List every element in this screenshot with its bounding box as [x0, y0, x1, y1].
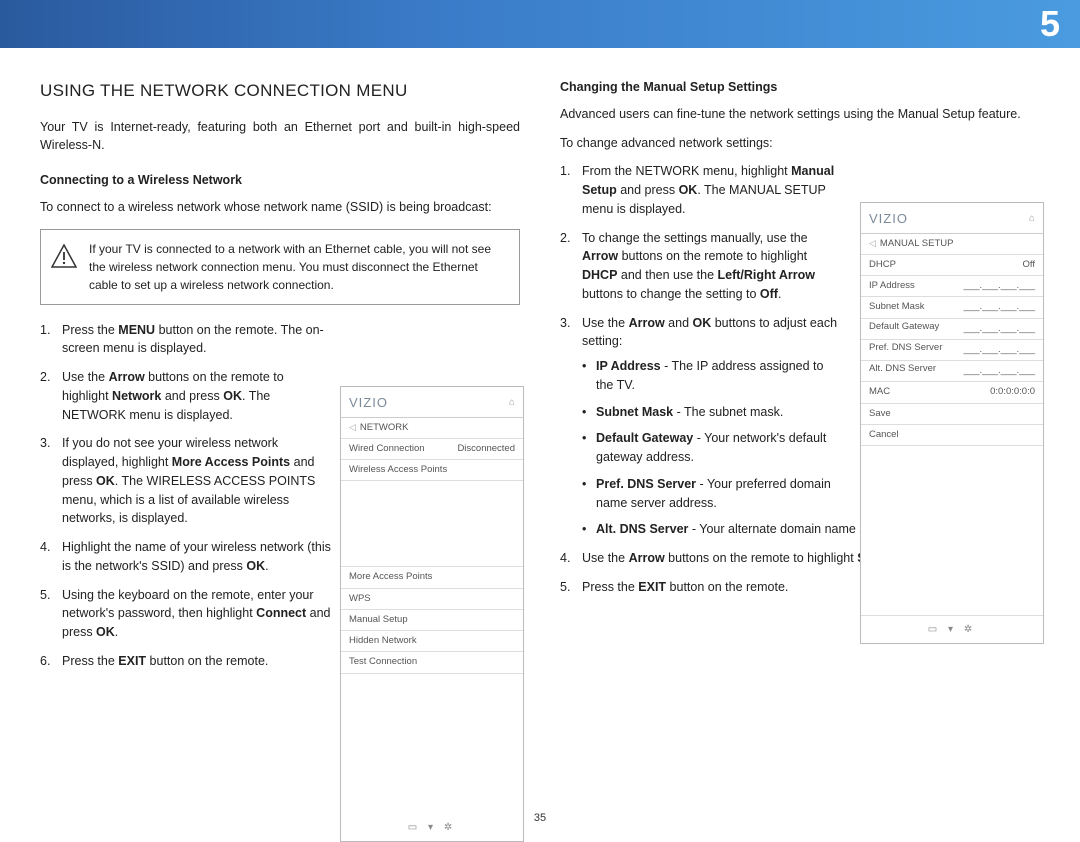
row-save: Save	[861, 404, 1043, 425]
row-gateway: Default Gateway___.___.___.___	[861, 319, 1043, 340]
section-title: USING THE NETWORK CONNECTION MENU	[40, 78, 520, 104]
row-cancel: Cancel	[861, 425, 1043, 446]
right-column: Changing the Manual Setup Settings Advan…	[560, 78, 1040, 681]
network-menu-mock: VIZIO ⌂ ◁ NETWORK Wired ConnectionDiscon…	[340, 386, 524, 842]
left-para2: To connect to a wireless network whose n…	[40, 198, 520, 217]
row-altdns: Alt. DNS Server___.___.___.___	[861, 361, 1043, 382]
menu-empty-area	[341, 481, 523, 567]
row-dhcp: DHCPOff	[861, 255, 1043, 276]
menu2-header: VIZIO ⌂	[861, 203, 1043, 234]
warning-icon	[51, 244, 77, 268]
chapter-number: 5	[1040, 3, 1060, 45]
left-subtitle: Connecting to a Wireless Network	[40, 171, 520, 190]
row-mac: MAC0:0:0:0:0:0	[861, 382, 1043, 403]
back-arrow-icon: ◁	[869, 237, 876, 251]
menu2-footer-icons: ▭ ▾ ✲	[861, 616, 1043, 643]
right-subtitle: Changing the Manual Setup Settings	[560, 78, 1040, 97]
menu-row-wap: Wireless Access Points	[341, 460, 523, 481]
intro-text: Your TV is Internet-ready, featuring bot…	[40, 118, 520, 156]
row-ip: IP Address___.___.___.___	[861, 276, 1043, 297]
home-icon: ⌂	[509, 395, 515, 410]
menu2-brand: VIZIO	[869, 209, 908, 229]
left-column: USING THE NETWORK CONNECTION MENU Your T…	[40, 78, 520, 681]
menu2-breadcrumb: ◁ MANUAL SETUP	[861, 234, 1043, 255]
home-icon: ⌂	[1029, 211, 1035, 226]
menu-spacer	[341, 674, 523, 814]
step-1: Press the MENU button on the remote. The…	[40, 321, 520, 359]
warning-box: If your TV is connected to a network wit…	[40, 229, 520, 305]
page-number: 35	[534, 812, 546, 824]
menu-title: NETWORK	[360, 421, 409, 435]
row-subnet: Subnet Mask___.___.___.___	[861, 297, 1043, 318]
menu2-title: MANUAL SETUP	[880, 237, 954, 251]
content-area: USING THE NETWORK CONNECTION MENU Your T…	[0, 48, 1080, 681]
menu2-spacer	[861, 446, 1043, 616]
right-para1: Advanced users can fine-tune the network…	[560, 105, 1040, 124]
menu-row-wps: WPS	[341, 589, 523, 610]
menu-breadcrumb: ◁ NETWORK	[341, 418, 523, 439]
menu-row-hidden: Hidden Network	[341, 631, 523, 652]
back-arrow-icon: ◁	[349, 421, 356, 435]
menu-brand: VIZIO	[349, 393, 388, 413]
menu-footer-icons: ▭ ▾ ✲	[341, 814, 523, 841]
menu-row-test: Test Connection	[341, 652, 523, 673]
menu-header: VIZIO ⌂	[341, 387, 523, 418]
menu-row-wired: Wired ConnectionDisconnected	[341, 439, 523, 460]
menu-row-more: More Access Points	[341, 567, 523, 588]
right-para2: To change advanced network settings:	[560, 134, 1040, 153]
manual-setup-menu-mock: VIZIO ⌂ ◁ MANUAL SETUP DHCPOff IP Addres…	[860, 202, 1044, 644]
row-prefdns: Pref. DNS Server___.___.___.___	[861, 340, 1043, 361]
menu-row-manual: Manual Setup	[341, 610, 523, 631]
warning-text: If your TV is connected to a network wit…	[89, 242, 491, 292]
header-bar: 5	[0, 0, 1080, 48]
